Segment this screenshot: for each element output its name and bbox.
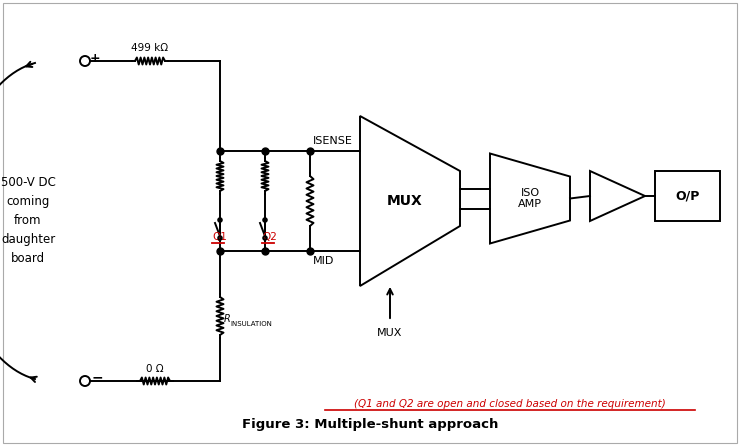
Text: MUX: MUX <box>377 328 403 338</box>
Text: Figure 3: Multiple-shunt approach: Figure 3: Multiple-shunt approach <box>242 418 498 431</box>
Text: INSULATION: INSULATION <box>230 322 272 327</box>
Text: ISENSE: ISENSE <box>313 136 353 146</box>
Text: −: − <box>91 370 103 384</box>
Text: (Q1 and Q2 are open and closed based on the requirement): (Q1 and Q2 are open and closed based on … <box>354 399 666 409</box>
Text: Q2: Q2 <box>262 232 277 242</box>
Text: 0 Ω: 0 Ω <box>147 364 164 374</box>
Text: +: + <box>90 51 101 65</box>
Text: 500-V DC
coming
from
daughter
board: 500-V DC coming from daughter board <box>1 177 56 265</box>
Text: O/P: O/P <box>676 190 700 202</box>
Text: Q1: Q1 <box>212 232 227 242</box>
Text: MUX: MUX <box>387 194 423 208</box>
Text: 499 kΩ: 499 kΩ <box>132 43 169 53</box>
Text: R: R <box>224 314 231 324</box>
Text: ISO
AMP: ISO AMP <box>518 188 542 209</box>
Text: MID: MID <box>313 256 334 266</box>
